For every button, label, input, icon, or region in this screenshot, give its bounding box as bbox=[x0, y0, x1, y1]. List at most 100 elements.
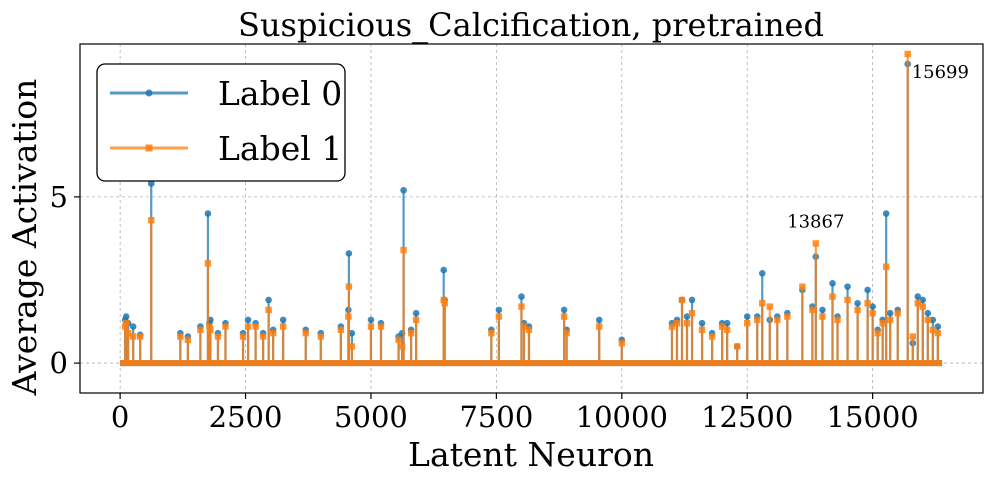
data-point bbox=[784, 313, 791, 320]
data-point bbox=[279, 316, 287, 324]
x-tick-label: 2500 bbox=[209, 400, 283, 434]
data-point bbox=[733, 343, 741, 350]
data-point bbox=[688, 296, 696, 304]
data-point bbox=[886, 309, 894, 317]
data-point bbox=[440, 266, 448, 274]
data-point bbox=[367, 316, 375, 324]
data-point bbox=[279, 323, 287, 330]
data-point bbox=[563, 329, 570, 337]
data-point bbox=[560, 306, 568, 314]
data-point bbox=[924, 309, 932, 317]
data-point bbox=[412, 316, 420, 324]
data-point bbox=[440, 296, 447, 304]
data-point bbox=[269, 329, 277, 337]
data-point bbox=[595, 316, 603, 324]
data-point bbox=[874, 329, 881, 337]
data-point bbox=[407, 329, 415, 337]
data-point bbox=[909, 333, 916, 340]
data-point bbox=[718, 323, 726, 330]
data-point bbox=[929, 326, 937, 334]
data-point bbox=[904, 50, 911, 58]
data-point bbox=[919, 296, 927, 304]
data-point bbox=[758, 270, 766, 277]
data-point bbox=[204, 260, 212, 267]
data-point bbox=[147, 180, 155, 187]
data-point bbox=[137, 333, 144, 340]
data-point bbox=[495, 313, 503, 320]
data-point bbox=[914, 300, 921, 307]
data-point bbox=[222, 323, 229, 330]
data-point bbox=[400, 186, 407, 194]
data-point bbox=[122, 320, 130, 327]
y-tick-label: 0 bbox=[50, 346, 68, 380]
data-point bbox=[744, 320, 751, 327]
data-point bbox=[302, 329, 309, 337]
data-point bbox=[348, 343, 356, 350]
data-point bbox=[882, 210, 890, 217]
data-point bbox=[345, 250, 353, 257]
data-point bbox=[596, 323, 603, 330]
data-point bbox=[618, 339, 625, 347]
data-point bbox=[265, 296, 272, 304]
data-point bbox=[668, 323, 676, 330]
data-point bbox=[688, 310, 696, 317]
data-point bbox=[929, 316, 937, 324]
data-point bbox=[252, 323, 259, 330]
x-tick-label: 12500 bbox=[701, 400, 793, 434]
y-axis-label: Average Activation bbox=[5, 79, 44, 397]
y-tick-label: 5 bbox=[50, 180, 68, 214]
data-point bbox=[207, 326, 214, 334]
data-point bbox=[743, 313, 751, 320]
annotations: 15699 13867 bbox=[787, 62, 969, 232]
data-point bbox=[204, 210, 212, 217]
data-point bbox=[854, 299, 861, 307]
data-point bbox=[259, 333, 267, 340]
data-point bbox=[518, 293, 525, 300]
data-point bbox=[129, 333, 137, 340]
data-point bbox=[214, 333, 222, 340]
data-point bbox=[400, 246, 407, 254]
data-point bbox=[395, 336, 402, 344]
data-point bbox=[708, 333, 716, 340]
chart-title: Suspicious_Calcification, pretrained bbox=[238, 6, 824, 44]
data-point bbox=[495, 306, 503, 314]
x-tick-label: 7500 bbox=[459, 400, 533, 434]
data-point bbox=[367, 323, 375, 330]
legend: Label 0 Label 1 bbox=[96, 63, 346, 182]
data-point bbox=[518, 303, 525, 310]
data-point bbox=[698, 326, 706, 334]
data-point bbox=[337, 326, 345, 334]
data-point bbox=[244, 323, 252, 330]
data-point bbox=[882, 263, 890, 270]
data-point bbox=[177, 333, 184, 340]
data-point bbox=[834, 316, 841, 324]
data-point bbox=[348, 329, 356, 337]
data-point bbox=[819, 306, 826, 314]
data-point bbox=[879, 320, 886, 327]
data-point bbox=[265, 306, 272, 314]
data-point bbox=[723, 319, 731, 327]
data-point bbox=[864, 286, 871, 294]
data-point bbox=[799, 283, 806, 290]
data-point bbox=[560, 313, 568, 320]
data-point bbox=[683, 313, 691, 320]
data-point bbox=[829, 293, 836, 300]
legend-marker-label-1 bbox=[145, 144, 153, 152]
data-point bbox=[934, 323, 942, 330]
data-point bbox=[894, 310, 901, 317]
data-point bbox=[441, 300, 448, 307]
annotation-label: 15699 bbox=[912, 62, 969, 83]
data-point bbox=[919, 303, 926, 310]
data-point bbox=[345, 283, 353, 290]
data-point bbox=[122, 313, 130, 320]
data-point bbox=[934, 329, 942, 337]
data-point bbox=[809, 306, 816, 314]
data-point bbox=[673, 320, 681, 327]
data-point bbox=[520, 323, 528, 330]
data-point bbox=[759, 300, 766, 307]
data-point bbox=[398, 343, 406, 350]
data-point bbox=[129, 323, 137, 330]
data-point bbox=[148, 216, 155, 224]
data-point bbox=[914, 293, 922, 300]
